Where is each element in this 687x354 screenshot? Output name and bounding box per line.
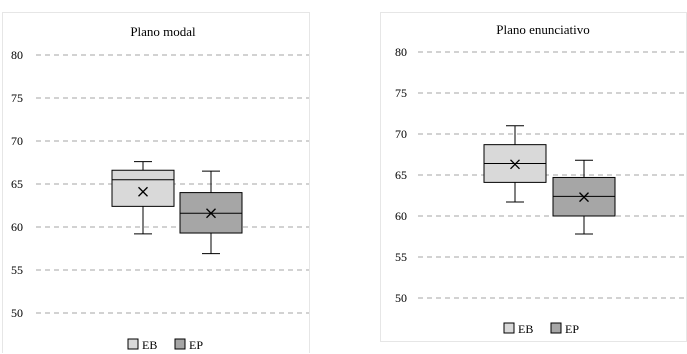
legend-label-eb: EB bbox=[518, 322, 533, 336]
legend-label-eb: EB bbox=[142, 338, 157, 352]
legend-label-ep: EP bbox=[189, 338, 203, 352]
chart-modal: Plano modal 50 55 60 65 70 75 80 EB EP bbox=[11, 24, 309, 352]
y-tick-label: 55 bbox=[395, 250, 407, 264]
y-tick-label: 80 bbox=[11, 48, 23, 62]
box-ep bbox=[179, 170, 243, 255]
y-tick-label: 50 bbox=[395, 291, 407, 305]
mean-marker bbox=[510, 159, 520, 170]
legend-label-ep: EP bbox=[565, 322, 579, 336]
y-tick-label: 60 bbox=[395, 209, 407, 223]
box-eb bbox=[483, 125, 547, 203]
box-ep bbox=[552, 159, 616, 235]
y-tick-label: 50 bbox=[11, 306, 23, 320]
mean-marker bbox=[206, 208, 216, 219]
y-tick-label: 70 bbox=[395, 127, 407, 141]
y-tick-label: 75 bbox=[395, 86, 407, 100]
legend-swatch-ep bbox=[174, 338, 186, 350]
chart-title-modal: Plano modal bbox=[130, 24, 196, 39]
y-tick-label: 65 bbox=[11, 177, 23, 191]
box-eb bbox=[111, 161, 175, 235]
legend-swatch-eb bbox=[127, 338, 139, 350]
y-tick-label: 75 bbox=[11, 91, 23, 105]
legend-swatch-eb bbox=[503, 322, 515, 334]
chart-enunciativo: Plano enunciativo 50 55 60 65 70 75 80 EB EP bbox=[395, 22, 686, 336]
chart-title-enunciativo: Plano enunciativo bbox=[496, 22, 590, 37]
mean-marker bbox=[579, 192, 589, 203]
mean-marker bbox=[138, 186, 148, 197]
chart-panel-enunciativo: Plano enunciativo 50 55 60 65 70 75 80 EB EP bbox=[380, 12, 687, 342]
legend-swatch-ep bbox=[550, 322, 562, 334]
y-tick-label: 65 bbox=[395, 168, 407, 182]
iqr-box bbox=[111, 169, 175, 207]
chart-panel-modal: Plano modal 50 55 60 65 70 75 80 EB EP bbox=[2, 12, 310, 353]
y-tick-label: 55 bbox=[11, 263, 23, 277]
y-tick-label: 80 bbox=[395, 45, 407, 59]
y-tick-label: 60 bbox=[11, 220, 23, 234]
y-tick-label: 70 bbox=[11, 134, 23, 148]
